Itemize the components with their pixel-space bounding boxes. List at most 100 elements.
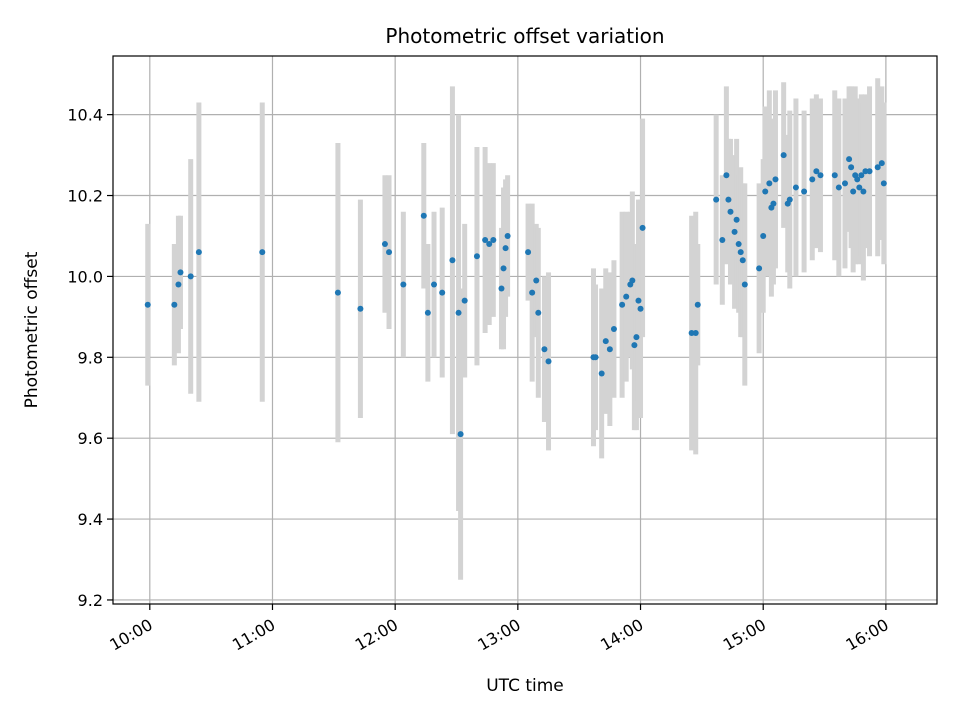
data-point — [619, 301, 626, 308]
data-point — [602, 338, 609, 345]
data-point — [490, 237, 497, 244]
data-points — [144, 152, 887, 438]
y-tick-label: 10.2 — [67, 187, 103, 206]
data-point — [733, 216, 740, 223]
data-point — [801, 188, 808, 195]
data-point — [770, 200, 777, 207]
data-point — [461, 297, 468, 304]
data-point — [854, 176, 861, 183]
data-point — [439, 289, 446, 296]
data-point — [357, 305, 364, 312]
data-point — [259, 249, 266, 256]
data-point — [880, 180, 887, 187]
data-point — [500, 265, 507, 272]
y-tick-label: 10.0 — [67, 267, 103, 286]
data-point — [817, 172, 824, 179]
data-point — [772, 176, 779, 183]
data-point — [860, 188, 867, 195]
data-point — [420, 212, 427, 219]
data-point — [780, 152, 787, 159]
y-tick-label: 9.8 — [78, 348, 103, 367]
data-point — [878, 160, 885, 167]
data-point — [809, 176, 816, 183]
data-point — [195, 249, 202, 256]
x-tick-label: 11:00 — [229, 615, 278, 655]
data-point — [592, 354, 599, 361]
x-tick-label: 12:00 — [352, 615, 401, 655]
data-point — [737, 249, 744, 256]
data-point — [850, 188, 857, 195]
data-point — [502, 245, 509, 252]
plot-frame — [112, 55, 938, 605]
data-point — [623, 293, 630, 300]
data-point — [848, 164, 855, 171]
data-point — [525, 249, 532, 256]
data-point — [725, 196, 732, 203]
x-axis-label: UTC time — [486, 676, 564, 696]
x-tick-label: 16:00 — [842, 615, 891, 655]
data-point — [498, 285, 505, 292]
data-point — [639, 224, 646, 231]
data-point — [841, 180, 848, 187]
data-point — [756, 265, 763, 272]
data-point — [144, 301, 151, 308]
data-point — [541, 346, 548, 353]
data-point — [482, 237, 489, 244]
data-point — [731, 228, 738, 235]
y-tick-label: 9.2 — [78, 591, 103, 610]
data-point — [766, 180, 773, 187]
data-point — [760, 232, 767, 239]
chart-title: Photometric offset variation — [385, 24, 664, 48]
data-point — [334, 289, 341, 296]
data-point — [533, 277, 540, 284]
data-point — [635, 297, 642, 304]
data-point — [606, 346, 613, 353]
data-point — [455, 309, 462, 316]
data-point — [424, 309, 431, 316]
data-point — [177, 269, 184, 276]
data-point — [735, 241, 742, 248]
x-tick-label: 10:00 — [106, 615, 155, 655]
data-point — [535, 309, 542, 316]
data-point — [431, 281, 438, 288]
x-tick-label: 13:00 — [474, 615, 523, 655]
y-tick-label: 10.4 — [67, 106, 103, 125]
data-point — [713, 196, 720, 203]
data-point — [386, 249, 393, 256]
data-point — [723, 172, 730, 179]
data-point — [637, 305, 644, 312]
data-point — [598, 370, 605, 377]
data-point — [529, 289, 536, 296]
data-point — [866, 168, 873, 175]
data-point — [831, 172, 838, 179]
data-point — [504, 232, 511, 239]
data-point — [633, 334, 640, 341]
data-point — [741, 281, 748, 288]
data-point — [381, 241, 388, 248]
data-point — [856, 184, 863, 191]
data-point — [694, 301, 701, 308]
y-axis-label: Photometric offset — [22, 251, 42, 408]
data-point — [858, 172, 865, 179]
data-point — [473, 253, 480, 260]
data-point — [449, 257, 456, 264]
data-point — [786, 196, 793, 203]
data-point — [457, 431, 464, 438]
y-tick-label: 9.4 — [78, 510, 103, 529]
error-bars — [145, 78, 887, 580]
data-point — [610, 325, 617, 332]
data-point — [846, 156, 853, 163]
data-point — [486, 241, 493, 248]
data-point — [727, 208, 734, 215]
data-point — [631, 342, 638, 349]
data-point — [175, 281, 182, 288]
data-point — [171, 301, 178, 308]
data-point — [629, 277, 636, 284]
data-point — [692, 330, 699, 337]
data-point — [813, 168, 820, 175]
x-tick-label: 15:00 — [720, 615, 769, 655]
data-point — [545, 358, 552, 365]
data-point — [792, 184, 799, 191]
data-point — [187, 273, 194, 280]
